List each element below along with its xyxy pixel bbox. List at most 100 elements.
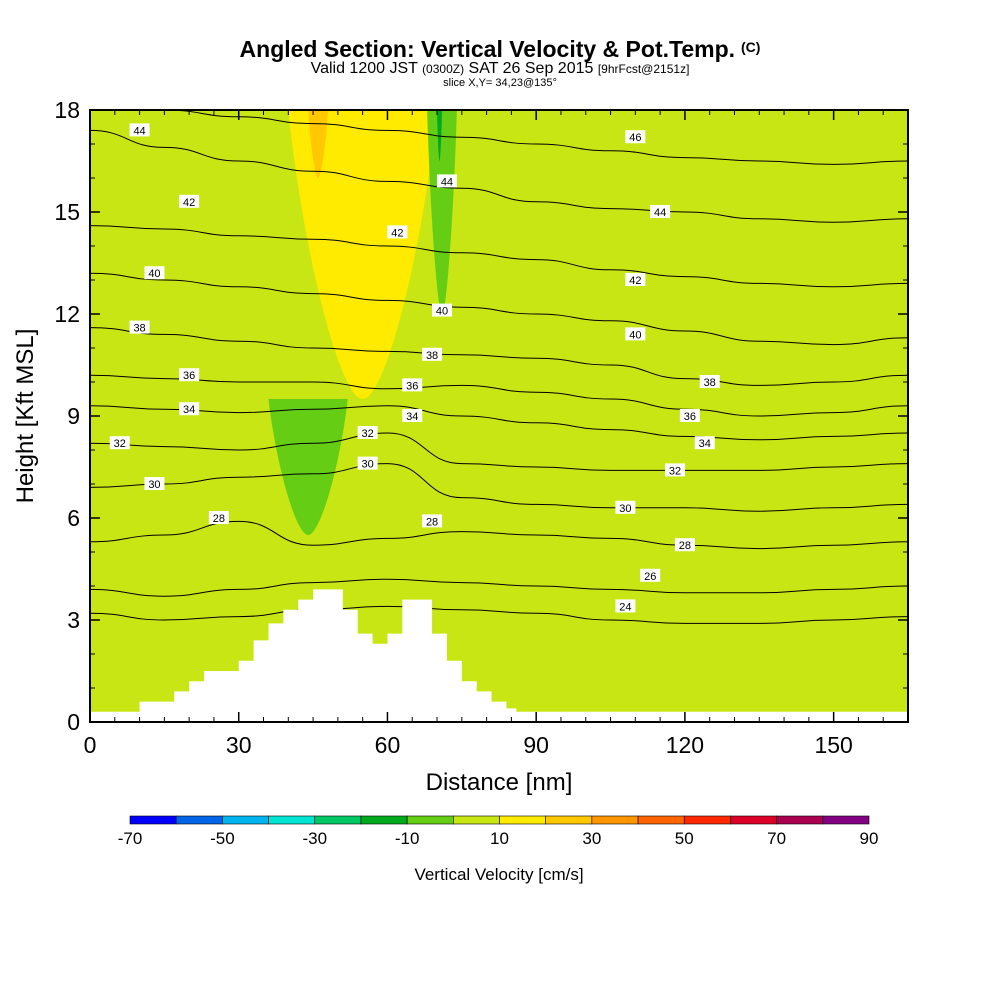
contour-label-text: 28 (426, 516, 438, 528)
y-tick-label: 3 (67, 607, 80, 633)
y-tick-label: 6 (67, 505, 80, 531)
colorbar-tick-label: -50 (210, 829, 235, 848)
contour-label: 36 (402, 378, 423, 392)
colorbar-tick-label: 30 (582, 829, 601, 848)
isentrope-42 (90, 225, 908, 288)
contour-label-text: 32 (669, 465, 681, 477)
contour-label-text: 40 (148, 268, 160, 280)
y-tick-label: 12 (54, 301, 80, 327)
velocity-region-1 (308, 110, 328, 178)
contour-label-text: 42 (391, 227, 403, 239)
contour-label: 38 (129, 320, 150, 335)
colorbar-swatch (406, 815, 454, 825)
contour-label-text: 24 (619, 601, 631, 613)
isentrope-40 (90, 272, 908, 346)
colorbar-swatch (499, 815, 546, 825)
colorbar-swatch (314, 815, 362, 825)
x-tick-label: 90 (523, 732, 549, 758)
colorbar-swatch (222, 815, 269, 825)
contour-label: 42 (387, 225, 408, 239)
contour-label: 40 (144, 266, 165, 280)
isentrope-30 (90, 463, 908, 512)
contour-label-text: 38 (426, 350, 438, 362)
contour-label: 42 (625, 273, 646, 287)
contour-label: 44 (650, 205, 671, 219)
contour-label-text: 34 (699, 438, 711, 450)
x-axis-title: Distance [nm] (426, 769, 573, 796)
chart-title: Angled Section: Vertical Velocity & Pot.… (239, 36, 761, 62)
contour-label-text: 36 (684, 411, 696, 423)
contour-label: 28 (674, 538, 695, 552)
velocity-region-3 (427, 110, 457, 314)
y-tick-label: 15 (54, 199, 80, 225)
contour-label: 44 (129, 123, 150, 137)
contour-label: 40 (431, 303, 452, 318)
contour-label: 28 (422, 514, 443, 528)
x-tick-label: 30 (226, 732, 252, 758)
isentrope-36 (90, 374, 908, 417)
contour-label-text: 34 (406, 411, 418, 423)
contour-label: 34 (402, 409, 423, 423)
isentrope-32 (90, 432, 908, 471)
contour-label: 34 (179, 402, 200, 416)
contour-label: 36 (179, 368, 200, 382)
contour-label: 46 (625, 130, 646, 144)
contour-label-text: 40 (436, 306, 448, 318)
contour-label-text: 32 (114, 438, 126, 450)
contour-label-text: 42 (183, 197, 195, 209)
contour-label: 44 (436, 174, 457, 188)
terrain (90, 589, 908, 722)
contour-label: 30 (357, 456, 378, 471)
colorbar-tick-label: 10 (490, 829, 509, 848)
velocity-region-2 (268, 399, 348, 535)
colorbar-tick-label: 90 (860, 829, 879, 848)
x-tick-label: 150 (814, 732, 852, 758)
contour-label: 30 (615, 500, 636, 515)
contour-label: 30 (144, 477, 165, 491)
contour-label-text: 44 (654, 207, 666, 219)
colorbar-swatch (776, 815, 824, 825)
contour-label: 36 (679, 409, 700, 423)
isentrope-26 (90, 578, 908, 597)
isentrope-38 (90, 327, 908, 386)
contour-label: 28 (208, 511, 229, 525)
contour-label-text: 36 (183, 370, 195, 382)
y-tick-label: 0 (67, 709, 80, 735)
colorbar-swatch (129, 815, 177, 825)
contour-label: 24 (615, 599, 636, 613)
colorbar-tick-label: 70 (767, 829, 786, 848)
colorbar-tick-label: -30 (302, 829, 327, 848)
colorbar-swatch (453, 815, 500, 825)
isentrope-24 (90, 605, 908, 624)
contour-label-text: 36 (406, 380, 418, 392)
isentrope-46 (90, 110, 908, 165)
colorbar-tick-label: -10 (395, 829, 420, 848)
contour-label: 32 (109, 436, 130, 450)
contour-label-text: 44 (133, 125, 145, 137)
contour-label-text: 40 (629, 329, 641, 341)
contour-label-text: 26 (644, 571, 656, 583)
contour-label-text: 34 (183, 404, 195, 416)
chart-subtitle: Valid 1200 JST (0300Z) SAT 26 Sep 2015 [… (310, 60, 690, 77)
contour-label-text: 46 (629, 132, 641, 144)
y-tick-label: 9 (67, 403, 80, 429)
colorbar-swatch (730, 815, 777, 825)
colorbar-swatch (545, 815, 593, 825)
contour-label-text: 38 (133, 323, 145, 335)
colorbar-swatch (822, 815, 870, 825)
velocity-field-background (90, 110, 908, 722)
x-tick-label: 120 (666, 732, 704, 758)
contour-label-text: 28 (213, 513, 225, 525)
colorbar-swatch (175, 815, 223, 825)
y-tick-label: 18 (54, 97, 80, 123)
contour-label-text: 32 (361, 428, 373, 440)
contour-label: 42 (179, 194, 200, 209)
contour-label: 32 (357, 426, 378, 440)
colorbar-tick-label: -70 (118, 829, 143, 848)
x-tick-label: 0 (84, 732, 97, 758)
contour-label-text: 30 (619, 503, 631, 515)
contour-label: 26 (640, 568, 661, 583)
contour-label: 32 (664, 463, 685, 477)
colorbar-swatch (637, 815, 685, 825)
